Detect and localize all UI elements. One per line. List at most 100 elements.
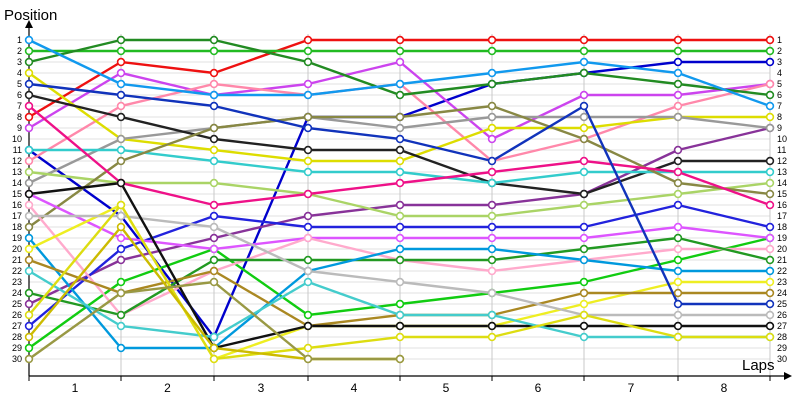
series-point-3: [116, 68, 126, 78]
series-point-14: [765, 200, 775, 210]
x-tick-label: 5: [443, 381, 450, 395]
series-point-13: [303, 112, 313, 122]
series-point-16: [116, 244, 126, 254]
series-point-1: [116, 46, 126, 56]
series-point-29: [116, 288, 126, 298]
series-point-20: [579, 255, 589, 265]
series-point-28: [24, 332, 34, 342]
y-tick-label-right: 6: [777, 90, 782, 100]
y-tick-label-left: 8: [17, 112, 22, 122]
series-point-20: [765, 266, 775, 276]
series-point-3: [487, 134, 497, 144]
series-point-16: [395, 222, 405, 232]
series-point-27: [673, 332, 683, 342]
series-point-6: [395, 79, 405, 89]
series-point-0: [579, 35, 589, 45]
series-point-13: [209, 123, 219, 133]
series-point-12: [24, 167, 34, 177]
series-point-4: [116, 101, 126, 111]
series-point-10: [395, 145, 405, 155]
series-point-25: [765, 321, 775, 331]
y-tick-label-right: 11: [777, 145, 786, 155]
series-point-14: [673, 167, 683, 177]
series-point-26: [395, 310, 405, 320]
series-point-4: [24, 156, 34, 166]
series-point-9: [765, 123, 775, 133]
y-axis-arrow: [25, 20, 33, 28]
series-point-16: [209, 211, 219, 221]
y-tick-label-left: 19: [12, 233, 22, 243]
x-tick-label: 8: [721, 381, 728, 395]
series-point-3: [303, 79, 313, 89]
y-tick-label-left: 22: [12, 266, 22, 276]
series-point-14: [24, 101, 34, 111]
y-tick-label-left: 13: [12, 167, 22, 177]
series-point-27: [303, 343, 313, 353]
y-tick-label-right: 17: [777, 211, 787, 221]
y-tick-label-left: 9: [17, 123, 22, 133]
series-point-13: [116, 156, 126, 166]
series-point-22: [579, 288, 589, 298]
series-point-15: [303, 310, 313, 320]
series-point-13: [24, 222, 34, 232]
y-tick-label-right: 14: [777, 178, 787, 188]
series-point-5: [24, 57, 34, 67]
series-point-8: [303, 211, 313, 221]
series-point-27: [24, 310, 34, 320]
series-point-19: [303, 255, 313, 265]
series-point-24: [487, 288, 497, 298]
series-point-4: [209, 79, 219, 89]
y-tick-label-left: 14: [12, 178, 22, 188]
series-point-26: [24, 266, 34, 276]
x-tick-label: 4: [351, 381, 358, 395]
series-point-8: [209, 233, 219, 243]
series-point-17: [487, 233, 497, 243]
series-point-0: [487, 35, 497, 45]
series-point-12: [487, 211, 497, 221]
series-point-23: [673, 299, 683, 309]
series-point-12: [765, 178, 775, 188]
series-point-0: [765, 35, 775, 45]
series-point-10: [765, 156, 775, 166]
series-point-1: [487, 46, 497, 56]
series-point-20: [395, 244, 405, 254]
series-point-24: [24, 211, 34, 221]
series-point-13: [579, 134, 589, 144]
series-point-10: [673, 156, 683, 166]
series-point-16: [487, 222, 497, 232]
y-tick-label-left: 6: [17, 90, 22, 100]
series-point-10: [24, 90, 34, 100]
y-tick-label-left: 24: [12, 288, 22, 298]
series-point-19: [116, 310, 126, 320]
series-point-1: [395, 46, 405, 56]
series-point-21: [765, 277, 775, 287]
x-axis-arrow: [784, 372, 792, 380]
y-tick-label-left: 20: [12, 244, 22, 254]
series-point-10: [116, 112, 126, 122]
series-point-24: [209, 222, 219, 232]
series-point-17: [579, 233, 589, 243]
y-tick-label-left: 1: [17, 35, 22, 45]
series-point-0: [395, 35, 405, 45]
y-tick-label-right: 2: [777, 46, 782, 56]
y-tick-label-right: 15: [777, 189, 787, 199]
y-tick-label-left: 2: [17, 46, 22, 56]
series-point-11: [303, 167, 313, 177]
series-point-22: [673, 288, 683, 298]
y-tick-label-left: 5: [17, 79, 22, 89]
series-point-5: [209, 35, 219, 45]
y-tick-label-right: 13: [777, 167, 787, 177]
series-point-5: [395, 90, 405, 100]
series-point-14: [579, 156, 589, 166]
series-point-11: [765, 167, 775, 177]
series-point-1: [765, 46, 775, 56]
series-point-8: [487, 200, 497, 210]
series-point-6: [116, 79, 126, 89]
series-point-27: [116, 200, 126, 210]
series-point-6: [673, 68, 683, 78]
series-point-17: [673, 222, 683, 232]
series-point-10: [209, 134, 219, 144]
x-tick-label: 2: [164, 381, 171, 395]
series-point-7: [765, 112, 775, 122]
